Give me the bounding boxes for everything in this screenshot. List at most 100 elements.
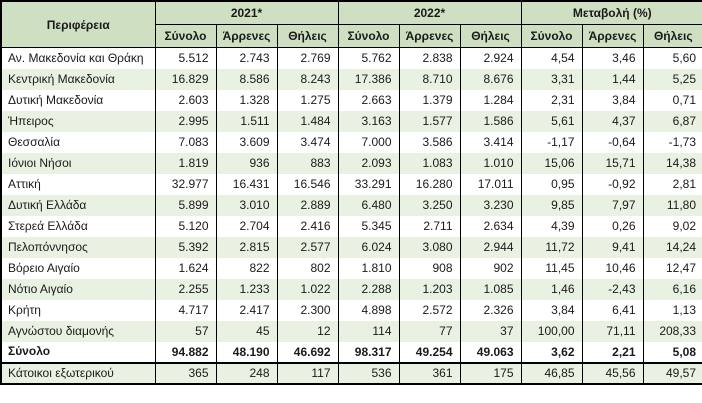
value-cell: 2.416	[276, 215, 339, 237]
value-cell: 3.250	[398, 194, 461, 216]
value-cell: 3.230	[459, 194, 522, 216]
value-cell: 3,31	[520, 68, 583, 90]
value-cell: 536	[337, 361, 400, 384]
table-row: Αν. Μακεδονία και Θράκη 5.512 2.743 2.769 5.…	[0, 47, 702, 69]
value-cell: 2,81	[642, 173, 702, 195]
value-cell: 2.300	[276, 299, 339, 321]
value-cell: 2.417	[215, 299, 278, 321]
sub-header-total-2021: Σύνολο	[154, 24, 217, 48]
table-row: Βόρειο Αιγαίο 1.624 822 802 1.810 908 902 11,45…	[0, 257, 702, 279]
value-cell: 16.431	[215, 173, 278, 195]
value-cell: 902	[459, 257, 522, 279]
value-cell: 802	[276, 257, 339, 279]
value-cell: 77	[398, 320, 461, 342]
value-cell: 49.063	[459, 341, 522, 363]
value-cell: 5,25	[642, 68, 702, 90]
value-cell: 3.609	[215, 131, 278, 153]
value-cell: 11,80	[642, 194, 702, 216]
table-row: Δυτική Ελλάδα 5.899 3.010 2.889 6.480 3.250 3.…	[0, 194, 702, 216]
value-cell: 71,11	[581, 320, 644, 342]
value-cell: 2.288	[337, 278, 400, 300]
region-cell: Αν. Μακεδονία και Θράκη	[0, 47, 156, 69]
value-cell: 1.010	[459, 152, 522, 174]
value-cell: 2.093	[337, 152, 400, 174]
value-cell: 2.769	[276, 47, 339, 69]
value-cell: 1.275	[276, 89, 339, 111]
value-cell: 49.254	[398, 341, 461, 363]
sub-header-females-2022: Θήλεις	[459, 24, 522, 48]
region-cell: Ιόνιοι Νήσοι	[0, 152, 156, 174]
region-cell: Κεντρική Μακεδονία	[0, 68, 156, 90]
table-row: Νότιο Αιγαίο 2.255 1.233 1.022 2.288 1.203 1.0…	[0, 278, 702, 300]
value-cell: 208,33	[642, 320, 702, 342]
table-row: Στερεά Ελλάδα 5.120 2.704 2.416 5.345 2.711 2.…	[0, 215, 702, 237]
value-cell: 11,45	[520, 257, 583, 279]
value-cell: 1.284	[459, 89, 522, 111]
value-cell: 16.829	[154, 68, 217, 90]
value-cell: 46.692	[276, 341, 339, 363]
value-cell: 15,06	[520, 152, 583, 174]
value-cell: 6.480	[337, 194, 400, 216]
value-cell: 37	[459, 320, 522, 342]
value-cell: -0,92	[581, 173, 644, 195]
value-cell: 49,57	[642, 361, 702, 384]
table-body: Αν. Μακεδονία και Θράκη 5.512 2.743 2.769 5.…	[0, 47, 702, 384]
value-cell: 4.898	[337, 299, 400, 321]
region-cell: Νότιο Αιγαίο	[0, 278, 156, 300]
value-cell: 7,97	[581, 194, 644, 216]
value-cell: 117	[276, 361, 339, 384]
value-cell: 2,31	[520, 89, 583, 111]
value-cell: 5,60	[642, 47, 702, 69]
value-cell: 248	[215, 361, 278, 384]
sub-header-row: Σύνολο Άρρενες Θήλεις Σύνολο Άρρενες Θήλ…	[1, 24, 702, 48]
value-cell: 3.080	[398, 236, 461, 258]
table-row: Σύνολο 94.882 48.190 46.692 98.317 49.254 49.0…	[0, 341, 702, 363]
value-cell: -0,64	[581, 131, 644, 153]
value-cell: 8.243	[276, 68, 339, 90]
value-cell: 14,24	[642, 236, 702, 258]
region-cell: Σύνολο	[0, 341, 156, 363]
value-cell: 48.190	[215, 341, 278, 363]
value-cell: 2.326	[459, 299, 522, 321]
value-cell: 10,46	[581, 257, 644, 279]
value-cell: 45	[215, 320, 278, 342]
value-cell: 4,39	[520, 215, 583, 237]
value-cell: 7.000	[337, 131, 400, 153]
value-cell: 5.512	[154, 47, 217, 69]
value-cell: 3.010	[215, 194, 278, 216]
value-cell: 1,13	[642, 299, 702, 321]
table-row: Κεντρική Μακεδονία 16.829 8.586 8.243 17.386…	[0, 68, 702, 90]
table-row: Δυτική Μακεδονία 2.603 1.328 1.275 2.663 1.37…	[0, 89, 702, 111]
region-cell: Βόρειο Αιγαίο	[0, 257, 156, 279]
value-cell: 2.815	[215, 236, 278, 258]
table-row: Κάτοικοι εξωτερικού 365 248 117 536 361 175 46,…	[0, 361, 702, 384]
value-cell: 4,54	[520, 47, 583, 69]
value-cell: 1.819	[154, 152, 217, 174]
value-cell: 3.474	[276, 131, 339, 153]
value-cell: 3,46	[581, 47, 644, 69]
value-cell: 2.924	[459, 47, 522, 69]
value-cell: 16.280	[398, 173, 461, 195]
value-cell: 5.762	[337, 47, 400, 69]
region-cell: Πελοπόννησος	[0, 236, 156, 258]
value-cell: 4.717	[154, 299, 217, 321]
value-cell: -1,73	[642, 131, 702, 153]
value-cell: 9,41	[581, 236, 644, 258]
value-cell: 12	[276, 320, 339, 342]
region-cell: Αγνώστου διαμονής	[0, 320, 156, 342]
table-header: Περιφέρεια 2021* 2022* Μεταβολή (%) Σύνο…	[0, 0, 702, 48]
value-cell: 45,56	[581, 361, 644, 384]
table-row: Πελοπόννησος 5.392 2.815 2.577 6.024 3.080 2.9…	[0, 236, 702, 258]
value-cell: 32.977	[154, 173, 217, 195]
value-cell: -2,43	[581, 278, 644, 300]
value-cell: 46,85	[520, 361, 583, 384]
value-cell: 6,41	[581, 299, 644, 321]
table-row: Ήπειρος 2.995 1.511 1.484 3.163 1.577 1.586 5,6…	[0, 110, 702, 132]
value-cell: 6,87	[642, 110, 702, 132]
value-cell: 6.024	[337, 236, 400, 258]
group-header-row: Περιφέρεια 2021* 2022* Μεταβολή (%)	[0, 0, 702, 48]
value-cell: 1.022	[276, 278, 339, 300]
value-cell: 5.392	[154, 236, 217, 258]
sub-header-males-change: Άρρενες	[581, 24, 644, 48]
